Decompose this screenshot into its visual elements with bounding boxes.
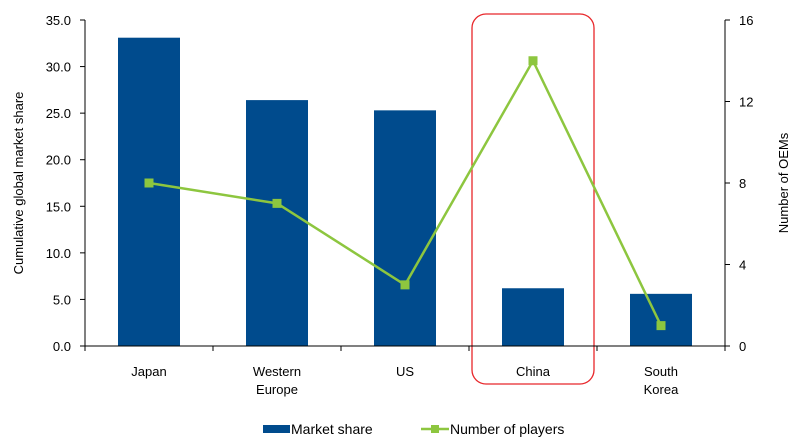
point-number-of-players bbox=[528, 56, 538, 66]
left-tick-label: 20.0 bbox=[46, 153, 71, 168]
category-label: Europe bbox=[256, 382, 298, 397]
right-axis-title: Number of OEMs bbox=[776, 132, 791, 233]
left-tick-label: 5.0 bbox=[53, 292, 71, 307]
right-tick-label: 4 bbox=[739, 258, 746, 273]
left-tick-label: 0.0 bbox=[53, 339, 71, 354]
bar-market-share bbox=[118, 37, 180, 346]
left-tick-label: 10.0 bbox=[46, 246, 71, 261]
right-tick-label: 0 bbox=[739, 339, 746, 354]
legend: Market share Number of players bbox=[263, 421, 564, 437]
category-label: Japan bbox=[131, 364, 166, 379]
left-tick-label: 25.0 bbox=[46, 106, 71, 121]
bar-market-share bbox=[630, 293, 692, 346]
bar-market-share bbox=[502, 288, 564, 346]
highlight-box bbox=[471, 13, 595, 385]
point-number-of-players bbox=[272, 198, 282, 208]
bar-market-share bbox=[374, 110, 436, 346]
right-tick-label: 16 bbox=[739, 13, 753, 28]
right-tick-label: 12 bbox=[739, 95, 753, 110]
left-tick-label: 15.0 bbox=[46, 199, 71, 214]
category-label: South bbox=[644, 364, 678, 379]
point-number-of-players bbox=[656, 321, 666, 331]
point-number-of-players bbox=[144, 178, 154, 188]
right-tick-label: 8 bbox=[739, 176, 746, 191]
left-tick-label: 30.0 bbox=[46, 60, 71, 75]
category-label: Korea bbox=[644, 382, 679, 397]
legend-market-share-swatch bbox=[263, 425, 290, 433]
left-axis-title: Cumulative global market share bbox=[11, 92, 26, 275]
bar-market-share bbox=[246, 100, 308, 346]
legend-number-of-players-label: Number of players bbox=[450, 421, 564, 437]
category-label: US bbox=[396, 364, 414, 379]
category-label: Western bbox=[253, 364, 301, 379]
category-label: China bbox=[516, 364, 551, 379]
legend-number-of-players-marker bbox=[431, 425, 439, 433]
left-tick-label: 35.0 bbox=[46, 13, 71, 28]
point-number-of-players bbox=[400, 280, 410, 290]
legend-market-share-label: Market share bbox=[291, 421, 373, 437]
